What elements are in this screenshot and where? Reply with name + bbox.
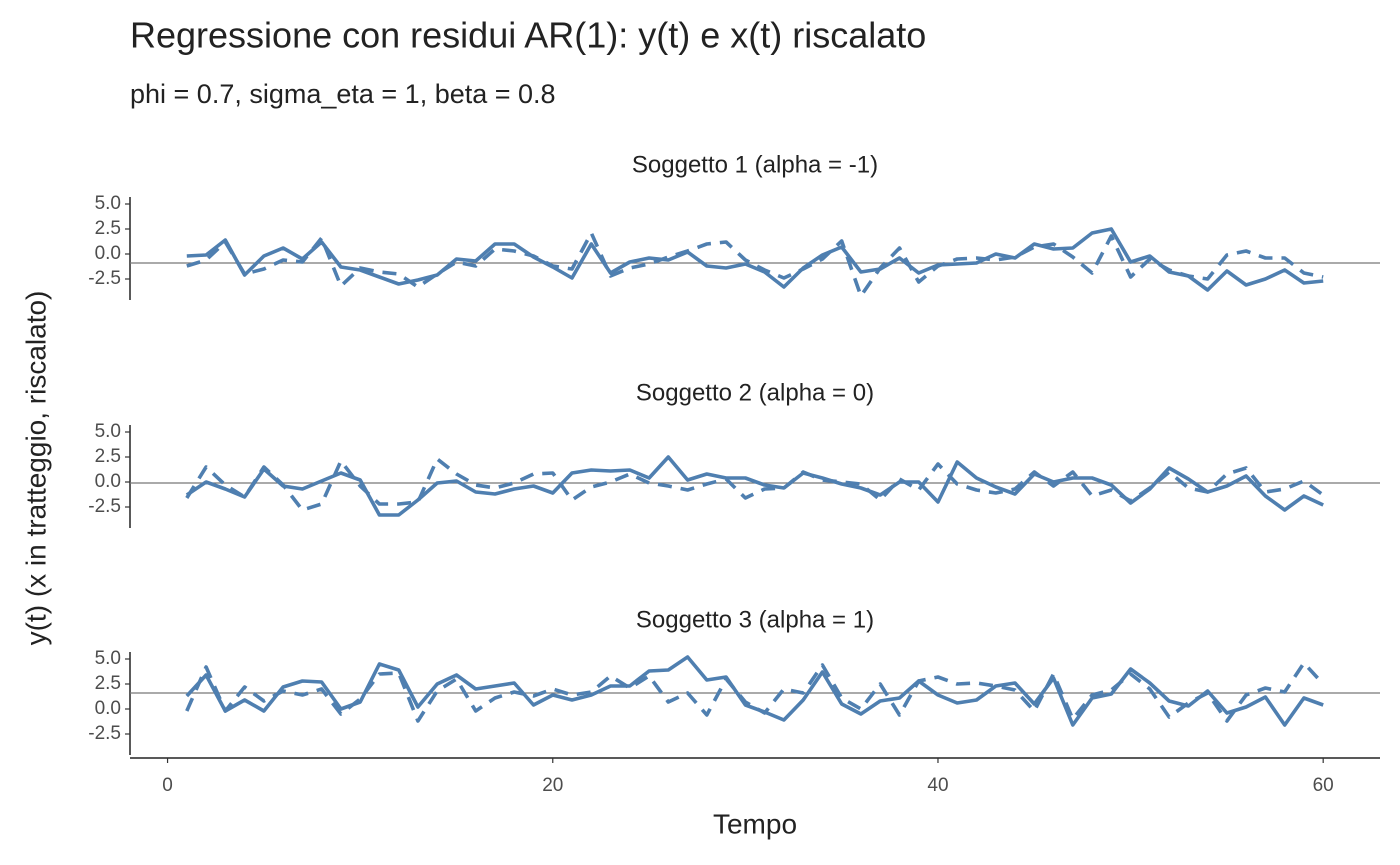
y-tick-label: 2.5	[95, 446, 121, 467]
series-line	[186, 227, 1324, 292]
chart-title: Regressione con residui AR(1): y(t) e x(…	[130, 15, 926, 56]
y-tick-label: 5.0	[95, 193, 121, 214]
chart-subtitle: phi = 0.7, sigma_eta = 1, beta = 0.8	[130, 79, 556, 109]
x-tick-label: 60	[1313, 775, 1334, 796]
y-tick-label: -2.5	[88, 496, 121, 517]
panel-title: Soggetto 3 (alpha = 1)	[636, 606, 874, 633]
y-axis-title: y(t) (x in tratteggio, riscalato)	[20, 291, 51, 646]
y-tick-label: 5.0	[95, 421, 121, 442]
y-tick-label: 5.0	[95, 648, 121, 669]
x-tick-label: 40	[927, 775, 948, 796]
x-tick-label: 20	[542, 775, 563, 796]
y-tick-label: 2.5	[95, 218, 121, 239]
panel-title: Soggetto 2 (alpha = 0)	[636, 379, 874, 406]
panel-title: Soggetto 1 (alpha = -1)	[632, 151, 878, 178]
y-tick-label: 0.0	[95, 243, 121, 264]
x-axis-title: Tempo	[713, 808, 797, 839]
series-line	[185, 661, 1325, 723]
series-line	[185, 455, 1324, 517]
y-tick-label: -2.5	[88, 723, 121, 744]
x-tick-label: 0	[162, 775, 173, 796]
series-line	[185, 655, 1324, 727]
series-line	[186, 231, 1324, 298]
y-tick-label: 2.5	[95, 673, 121, 694]
y-tick-label: 0.0	[95, 698, 121, 719]
series-line	[185, 457, 1325, 512]
y-tick-label: 0.0	[95, 471, 121, 492]
y-tick-label: -2.5	[88, 268, 121, 289]
